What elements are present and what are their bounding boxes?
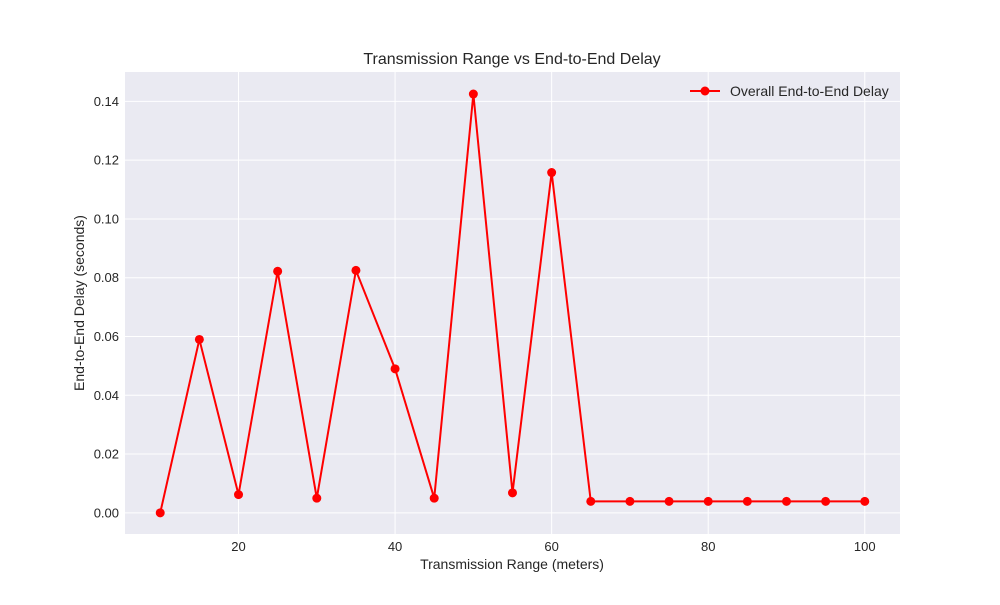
y-tick-label: 0.14 (94, 94, 119, 109)
data-point (508, 488, 517, 498)
x-tick-label: 80 (701, 539, 715, 554)
y-tick-label: 0.08 (94, 270, 119, 285)
data-point (703, 496, 713, 506)
legend-label: Overall End-to-End Delay (730, 83, 889, 99)
y-tick-label: 0.04 (94, 388, 119, 403)
data-point (194, 334, 204, 344)
data-point (625, 496, 635, 506)
data-point (468, 89, 478, 99)
x-tick-label: 40 (388, 539, 402, 554)
plot-area (125, 72, 900, 534)
x-tick-label: 100 (854, 539, 876, 554)
data-point (742, 496, 752, 506)
grid-lines (125, 72, 900, 534)
data-point (586, 496, 596, 506)
legend-marker (700, 86, 710, 96)
y-tick-label: 0.06 (94, 329, 119, 344)
tick-labels: 20 40 60 80 100 0.00 0.02 0.04 0.06 0.08 0.10 0.12 0… (94, 94, 876, 554)
data-point (429, 493, 439, 503)
x-tick-label: 60 (544, 539, 558, 554)
data-point (821, 496, 831, 506)
data-point (312, 493, 322, 503)
y-axis-label: End-to-End Delay (seconds) (71, 215, 87, 391)
x-tick-label: 20 (231, 539, 245, 554)
data-point (664, 496, 674, 506)
data-point (234, 490, 244, 500)
chart-title: Transmission Range vs End-to-End Delay (363, 51, 660, 68)
data-point (390, 364, 400, 374)
x-axis-label: Transmission Range (meters) (420, 556, 604, 572)
y-tick-label: 0.10 (94, 211, 119, 226)
data-point (860, 496, 870, 506)
data-point (781, 496, 791, 506)
y-tick-label: 0.00 (94, 505, 119, 520)
series-layer (155, 89, 870, 518)
data-point (547, 168, 557, 178)
legend: Overall End-to-End Delay (690, 83, 889, 99)
y-tick-label: 0.02 (94, 447, 119, 462)
data-point (273, 266, 283, 276)
y-tick-label: 0.12 (94, 153, 119, 168)
data-point (155, 508, 165, 518)
data-point (351, 265, 361, 275)
